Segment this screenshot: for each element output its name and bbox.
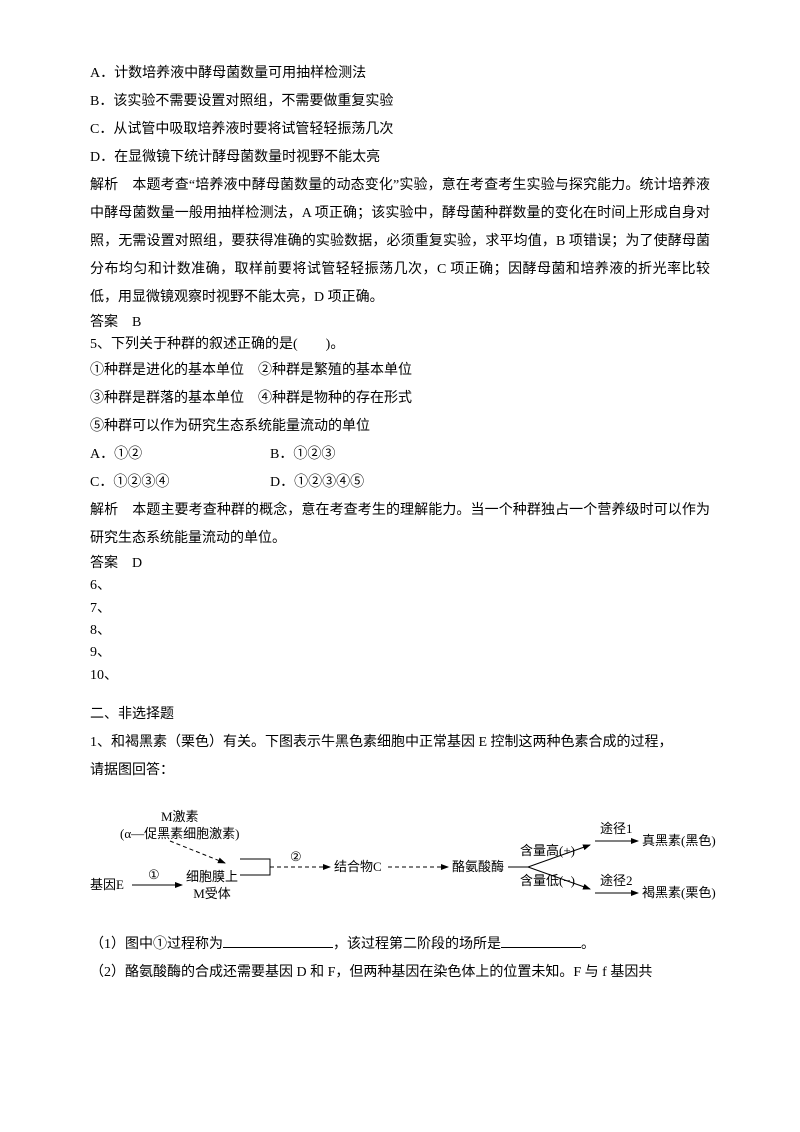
pathway-diagram: M激素 (α—促黑素细胞激素) 基因E ① 细胞膜上 M受体 ② 结合物C 酪氨… <box>90 803 710 913</box>
q5-opt-row-2: C．①②③④ D．①②③④⑤ <box>90 469 710 497</box>
q5-items-2: ③种群是群落的基本单位 ④种群是物种的存在形式 <box>90 385 710 413</box>
diag-enzyme: 酪氨酸酶 <box>452 859 504 876</box>
blank-7: 7、 <box>90 598 710 620</box>
s2-sub1c: 。 <box>581 937 595 952</box>
diag-high: 含量高(+) <box>520 843 575 860</box>
q4-analysis: 解析 本题考查“培养液中酵母菌数量的动态变化”实验，意在考查考生实验与探究能力。… <box>90 172 710 312</box>
q5-opt-d: D．①②③④⑤ <box>270 469 364 497</box>
q5-answer: 答案 D <box>90 553 710 575</box>
q4-opt-b: B．该实验不需要设置对照组，不需要做重复实验 <box>90 88 710 116</box>
blank-9: 9、 <box>90 642 710 664</box>
diag-step1: ① <box>148 867 160 884</box>
page-root: A．计数培养液中酵母菌数量可用抽样检测法 B．该实验不需要设置对照组，不需要做重… <box>0 0 800 1027</box>
s2-sub1b: ，该过程第二阶段的场所是 <box>333 937 501 952</box>
q5-items-1: ①种群是进化的基本单位 ②种群是繁殖的基本单位 <box>90 357 710 385</box>
diag-compound: 结合物C <box>334 859 382 876</box>
q5-opt-row-1: A．①② B．①②③ <box>90 441 710 469</box>
q5-opt-a: A．①② <box>90 441 270 469</box>
diag-geneE: 基因E <box>90 877 124 894</box>
blank-fill-2 <box>501 933 581 948</box>
q5-opt-b: B．①②③ <box>270 441 335 469</box>
q4-opt-a: A．计数培养液中酵母菌数量可用抽样检测法 <box>90 60 710 88</box>
diag-out1: 真黑素(黑色) <box>642 833 716 850</box>
s2-sub2: （2）酪氨酸酶的合成还需要基因 D 和 F，但两种基因在染色体上的位置未知。F … <box>90 959 710 987</box>
blank-10: 10、 <box>90 665 710 687</box>
diag-path1: 途径1 <box>600 821 633 838</box>
s2-sub1a: （1）图中①过程称为 <box>90 937 223 952</box>
diag-m1: M激素 <box>120 809 239 826</box>
blank-8: 8、 <box>90 620 710 642</box>
q5-stem: 5、下列关于种群的叙述正确的是( )。 <box>90 334 710 356</box>
section2-title: 二、非选择题 <box>90 701 710 729</box>
diag-mem2: M受体 <box>186 886 238 903</box>
q5-opt-c: C．①②③④ <box>90 469 270 497</box>
diag-m2: (α—促黑素细胞激素) <box>120 826 239 843</box>
diag-mem: 细胞膜上 M受体 <box>186 869 238 903</box>
diag-mem1: 细胞膜上 <box>186 869 238 886</box>
q4-answer: 答案 B <box>90 312 710 334</box>
s2-q1: 1、和褐黑素（栗色）有关。下图表示牛黑色素细胞中正常基因 E 控制这两种色素合成… <box>90 729 710 757</box>
q4-opt-d: D．在显微镜下统计酵母菌数量时视野不能太亮 <box>90 144 710 172</box>
s2-q1b: 请据图回答： <box>90 757 710 785</box>
diag-low: 含量低(−) <box>520 873 575 890</box>
diag-out2: 褐黑素(栗色) <box>642 885 716 902</box>
diag-m: M激素 (α—促黑素细胞激素) <box>120 809 239 843</box>
q5-analysis: 解析 本题主要考查种群的概念，意在考查考生的理解能力。当一个种群独占一个营养级时… <box>90 497 710 553</box>
diag-step2: ② <box>290 849 302 866</box>
q5-items-3: ⑤种群可以作为研究生态系统能量流动的单位 <box>90 413 710 441</box>
q4-opt-c: C．从试管中吸取培养液时要将试管轻轻振荡几次 <box>90 116 710 144</box>
blank-6: 6、 <box>90 575 710 597</box>
s2-sub1: （1）图中①过程称为 ，该过程第二阶段的场所是 。 <box>90 931 710 959</box>
blank-fill-1 <box>223 933 333 948</box>
diag-path2: 途径2 <box>600 873 633 890</box>
